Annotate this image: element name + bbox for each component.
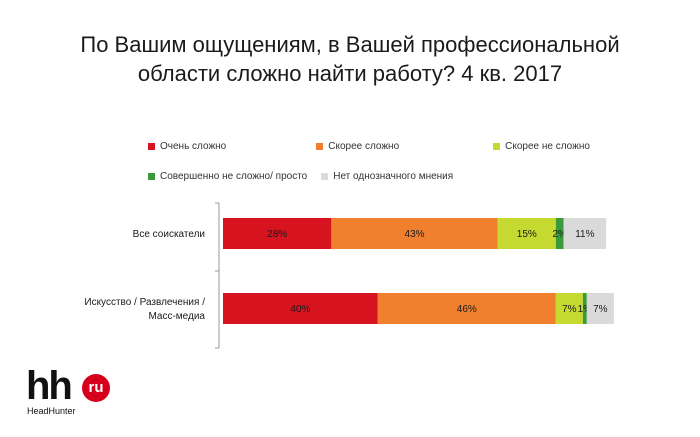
logo-subtitle: HeadHunter (27, 406, 76, 416)
legend-label: Нет однозначного мнения (333, 171, 454, 182)
data-label: 2% (552, 229, 567, 240)
data-label: 15% (517, 229, 537, 240)
legend-label: Скорее сложно (328, 141, 400, 152)
bar-segment (223, 293, 378, 324)
legend-item: Скорее сложно (316, 141, 399, 152)
bar-segment (497, 218, 556, 249)
data-label: 28% (267, 229, 287, 240)
chart-title-line-1: По Вашим ощущениям, в Вашей профессионал… (80, 32, 620, 57)
data-label: 11% (575, 229, 594, 240)
bar-segment (582, 293, 587, 324)
bar-segment (555, 218, 564, 249)
headhunter-logo: hh ru HeadHunter (26, 364, 126, 418)
legend-item: Скорее не сложно (493, 141, 590, 152)
data-label: 7% (562, 304, 577, 315)
chart-title-line-2: области сложно найти работу? 4 кв. 2017 (137, 61, 563, 86)
legend-swatch (493, 143, 501, 150)
category-label: Масс-медиа (148, 311, 205, 322)
bar-segment (331, 218, 498, 249)
data-label: 7% (593, 304, 608, 315)
data-label: 43% (405, 229, 425, 240)
legend-swatch (148, 143, 155, 150)
legend-row-1: Очень сложно Скорее сложно Скорее не сло… (148, 141, 604, 152)
category-label: Все соискатели (133, 229, 205, 240)
data-label: 1% (578, 304, 593, 315)
legend-item: Нет однозначного мнения (321, 171, 453, 182)
legend-label: Совершенно не сложно/ просто (160, 171, 308, 182)
legend-label: Скорее не сложно (505, 141, 590, 152)
legend-swatch (316, 143, 324, 150)
category-label: Искусство / Развлечения / (84, 297, 205, 308)
data-label: 46% (457, 304, 477, 315)
legend-item: Очень сложно (148, 141, 226, 152)
bar-segment (563, 218, 607, 249)
bar-segment (377, 293, 556, 324)
logo-ru-badge: ru (82, 374, 110, 402)
bar-segment (555, 293, 583, 324)
chart-title: По Вашим ощущениям, в Вашей профессионал… (0, 30, 700, 88)
logo-mark: hh (26, 364, 73, 408)
legend-swatch (321, 173, 329, 180)
bar-segment (586, 293, 614, 324)
bar-segment (223, 218, 332, 249)
legend-item: Совершенно не сложно/ просто (148, 171, 307, 182)
legend-swatch (148, 173, 155, 180)
legend-label: Очень сложно (160, 141, 227, 152)
data-label: 40% (290, 304, 310, 315)
legend-row-2: Совершенно не сложно/ просто Нет однозна… (148, 171, 467, 182)
